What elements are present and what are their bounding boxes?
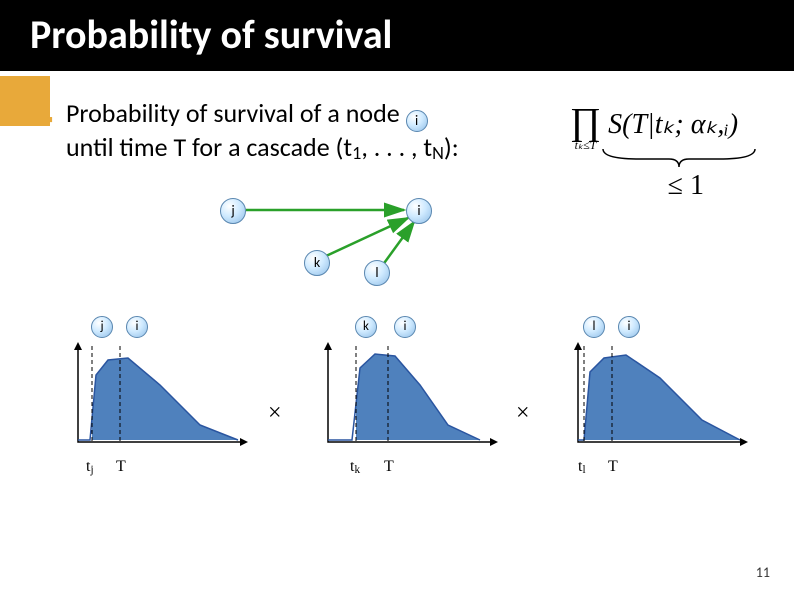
sub-n: N <box>432 142 444 164</box>
bullet-text: Probability of survival of a node i unti… <box>66 97 459 163</box>
slide-title-bar: Probability of survival <box>0 0 794 71</box>
plot-svg <box>70 330 250 460</box>
slide-title: Probability of survival <box>30 10 392 59</box>
plot-to-node: i <box>394 316 416 338</box>
sub-1: 1 <box>352 142 361 164</box>
formula-body: S(T|tₖ; αₖ,ᵢ) <box>608 109 738 140</box>
bullet-close: ): <box>444 131 459 163</box>
survival-plots-row: jitjT kitkT litlT <box>50 330 750 500</box>
dag-node-i: i <box>406 198 432 224</box>
mult-symbol-2: × <box>516 400 530 427</box>
accent-block <box>0 76 50 126</box>
dag-node-l: l <box>364 260 390 286</box>
plot-to-node: i <box>618 316 640 338</box>
dag-node-k: k <box>304 250 330 276</box>
axis-label-t: tj <box>86 458 94 476</box>
mult-symbol-1: × <box>268 400 282 427</box>
survival-plot-1: kitkT <box>320 330 500 470</box>
plot-from-node: j <box>91 316 113 338</box>
dag-node-j: j <box>220 198 246 224</box>
bullet-part1: Probability of survival of a node <box>66 97 406 129</box>
plot-svg <box>570 330 750 460</box>
axis-label-T: T <box>608 458 618 476</box>
plot-from-node: l <box>583 316 605 338</box>
bullet-mid: , . . . , t <box>361 131 432 163</box>
bullet-part2: until time T for a cascade (t <box>66 131 352 163</box>
brace-label: ≤ 1 <box>668 170 704 202</box>
inline-node-i: i <box>406 110 428 132</box>
survival-plot-2: litlT <box>570 330 750 470</box>
axis-label-t: tk <box>350 458 360 476</box>
page-number: 11 <box>756 564 770 581</box>
axis-label-t: tl <box>578 458 586 476</box>
plot-svg <box>320 330 500 460</box>
network-diagram: j i k l <box>210 190 470 300</box>
underbrace <box>599 145 759 169</box>
survival-plot-0: jitjT <box>70 330 250 470</box>
axis-label-T: T <box>384 458 394 476</box>
formula: ∏ tₖ≤T S(T|tₖ; αₖ,ᵢ) <box>570 109 738 140</box>
bullet-marker: ▪ <box>46 108 56 118</box>
plot-from-node: k <box>355 316 377 338</box>
axis-label-T: T <box>116 458 126 476</box>
plot-to-node: i <box>126 316 148 338</box>
